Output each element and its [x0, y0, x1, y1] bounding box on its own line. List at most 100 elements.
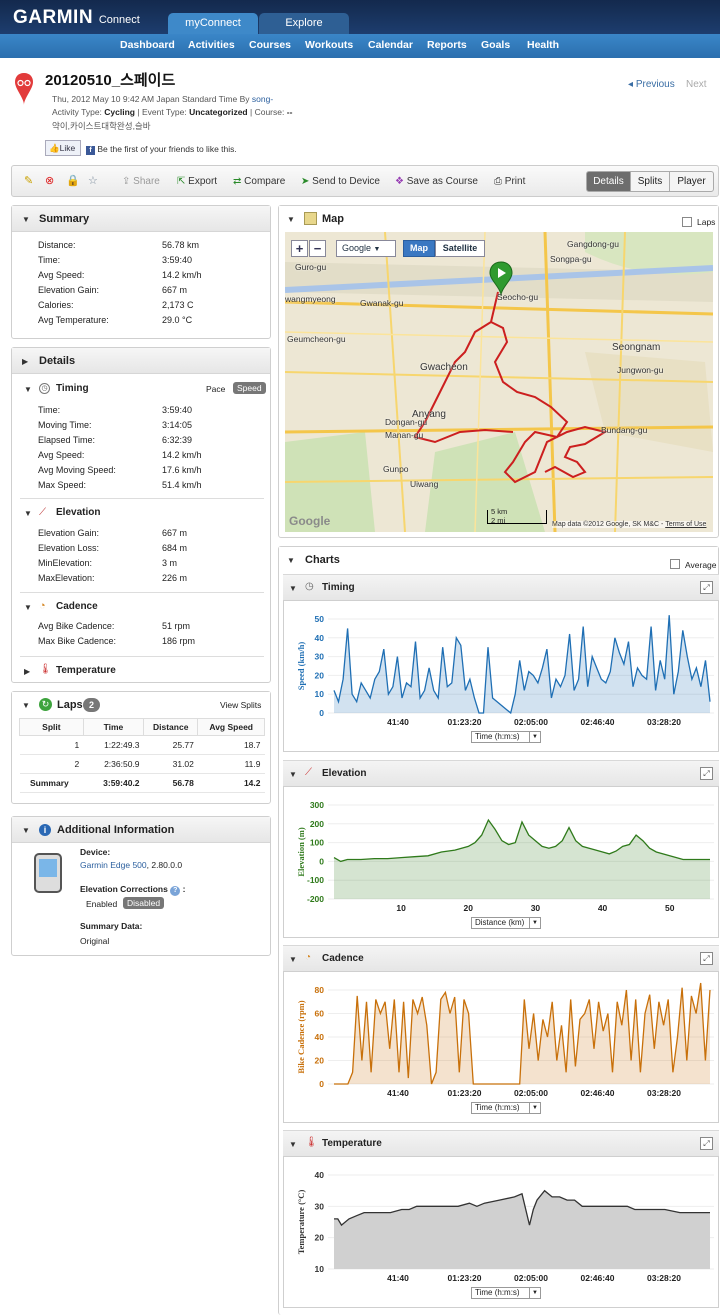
zoom-in-button[interactable]: + — [291, 240, 308, 257]
x-axis-select[interactable]: Distance (km) ▼ — [471, 917, 541, 929]
timing-collapse-icon[interactable]: ▼ — [24, 385, 32, 394]
stat-value: 684 m — [162, 543, 188, 553]
cadence-collapse-icon[interactable]: ▼ — [24, 603, 32, 612]
nav-calendar[interactable]: Calendar — [368, 39, 413, 51]
laps-checkbox[interactable] — [682, 217, 692, 227]
expand-icon[interactable]: ⤢ — [700, 1137, 713, 1150]
lock-icon[interactable]: 🔒 — [66, 175, 80, 187]
laps-header[interactable]: ▼ ↻ Laps 2 View Splits — [12, 692, 270, 718]
delete-icon[interactable]: ⊗ — [45, 175, 55, 187]
stat-value: 2,173 C — [162, 300, 194, 310]
speed-toggle[interactable]: Speed — [233, 382, 266, 394]
previous-link[interactable]: ◂ Previous — [628, 79, 675, 90]
route-map[interactable]: Gangdong-gu Songpa-gu Guro-gu Seocho-gu wang… — [285, 232, 713, 532]
view-splits-button[interactable]: Splits — [630, 171, 670, 192]
print-button[interactable]: ⎙ Print — [494, 176, 526, 187]
elev-corr-disabled[interactable]: Disabled — [123, 897, 165, 909]
stat-label: Moving Time: — [38, 420, 92, 430]
chart-header[interactable]: ▼ 🌡 Temperature ⤢ — [283, 1130, 719, 1156]
tab-myconnect[interactable]: myConnect — [168, 13, 258, 34]
garmin-logo[interactable]: GARMIN Connect — [13, 7, 140, 28]
additional-info-header[interactable]: ▼ i Additional Information — [12, 817, 270, 843]
laps-checkbox-label: Laps — [697, 217, 716, 227]
chart-elevation: ▼ ⟋ Elevation ⤢ -200 -100 0 100 200 300 Elevation … — [283, 760, 719, 946]
like-button[interactable]: 👍Like — [45, 140, 81, 156]
pace-toggle[interactable]: Pace — [206, 384, 226, 394]
activity-type[interactable]: Cycling — [104, 107, 135, 117]
export-button[interactable]: ⇱ Export — [177, 176, 218, 187]
edit-pencil-icon[interactable]: ✎ — [24, 175, 34, 187]
zoom-out-button[interactable]: − — [309, 240, 326, 257]
elev-corr-enabled[interactable]: Enabled — [86, 899, 118, 909]
expand-icon[interactable]: ⤢ — [700, 952, 713, 965]
send-to-device-button[interactable]: ➤ Send to Device — [301, 176, 380, 187]
map-header[interactable]: ▼ Map Laps — [279, 206, 718, 232]
table-row[interactable]: Summary 3:59:40.2 56.78 14.2 — [19, 773, 265, 793]
nav-reports[interactable]: Reports — [427, 39, 467, 51]
chart-header[interactable]: ▼ ◷ Timing ⤢ — [283, 574, 719, 600]
route-line — [413, 291, 608, 484]
map-type-map-button[interactable]: Map — [403, 240, 435, 257]
event-type[interactable]: Uncategorized — [189, 107, 248, 117]
map-type-satellite-button[interactable]: Satellite — [435, 240, 485, 257]
table-row[interactable]: 1 1:22:49.3 25.77 18.7 — [19, 735, 265, 755]
chart-header[interactable]: ▼ ⟋ Elevation ⤢ — [283, 760, 719, 786]
collapse-arrow-icon: ▼ — [22, 701, 30, 710]
collapse-arrow-icon: ▼ — [287, 215, 295, 224]
save-as-course-button[interactable]: ❖ Save as Course — [395, 176, 478, 187]
details-panel: ▶ Details ▼ ◷ Timing Pace Speed Time: 3:5… — [11, 347, 271, 683]
laps-column-header[interactable]: Split — [19, 718, 84, 736]
charts-header[interactable]: ▼ Charts Average — [279, 547, 718, 573]
series-line — [333, 615, 711, 715]
stat-label: Elevation Gain: — [38, 285, 100, 295]
course-value[interactable]: -- — [286, 107, 293, 117]
compare-button[interactable]: ⇄ Compare — [233, 176, 286, 187]
view-details-button[interactable]: Details — [586, 171, 631, 192]
nav-courses[interactable]: Courses — [249, 39, 292, 51]
laps-column-header[interactable]: Time — [82, 718, 145, 736]
nav-health[interactable]: Health — [527, 39, 560, 51]
chart-header[interactable]: ▼ ◔ Cadence ⤢ — [283, 945, 719, 971]
laps-table: Split Time Distance Avg Speed 1 1:22:49.3 25.… — [19, 718, 265, 793]
terms-link[interactable]: Terms of Use — [665, 521, 707, 528]
stat-label: Time: — [38, 255, 61, 265]
scale-km: 5 km — [491, 507, 508, 516]
user-link[interactable]: song- — [251, 94, 274, 104]
nav-workouts[interactable]: Workouts — [305, 39, 354, 51]
table-row[interactable]: 2 2:36:50.9 31.02 11.9 — [19, 754, 265, 774]
help-icon[interactable]: ? — [170, 886, 181, 896]
map-icon — [304, 212, 317, 225]
view-player-button[interactable]: Player — [669, 171, 714, 192]
average-checkbox[interactable] — [670, 559, 680, 569]
x-tick-label: 02:05:00 — [514, 717, 548, 727]
elevation-collapse-icon[interactable]: ▼ — [24, 509, 32, 518]
expand-icon[interactable]: ⤢ — [700, 767, 713, 780]
map-provider-select[interactable]: Google ▼ — [336, 240, 396, 257]
nav-goals[interactable]: Goals — [481, 39, 511, 51]
tab-explore[interactable]: Explore — [259, 13, 349, 34]
export-icon: ⇱ — [177, 176, 186, 187]
additional-info-panel: ▼ i Additional Information Device: Garmi… — [11, 816, 271, 956]
laps-column-header[interactable]: Avg Speed — [197, 718, 265, 736]
stat-value: 51 rpm — [162, 621, 191, 631]
laps-column-header[interactable]: Distance — [143, 718, 199, 736]
details-header[interactable]: ▶ Details — [12, 348, 270, 374]
x-axis-select[interactable]: Time (h:m:s) ▼ — [471, 1102, 541, 1114]
device-link[interactable]: Garmin Edge 500 — [80, 860, 147, 870]
activity-title[interactable]: 20120510_스페이드 — [45, 72, 176, 89]
x-axis-select[interactable]: Time (h:m:s) ▼ — [471, 731, 541, 743]
view-splits-link[interactable]: View Splits — [220, 700, 262, 710]
map-place-label: Jungwon-gu — [617, 365, 664, 375]
laps-refresh-icon: ↻ — [39, 698, 52, 711]
summary-header[interactable]: ▼ Summary — [12, 206, 270, 232]
expand-icon[interactable]: ⤢ — [700, 581, 713, 594]
nav-activities[interactable]: Activities — [188, 39, 235, 51]
favorite-star-icon[interactable]: ☆ — [88, 175, 98, 187]
share-button[interactable]: ⇪ Share — [122, 176, 160, 187]
nav-dashboard[interactable]: Dashboard — [120, 39, 175, 51]
temperature-expand-icon[interactable]: ▶ — [24, 667, 31, 676]
next-link[interactable]: Next — [686, 79, 707, 90]
x-axis-select[interactable]: Time (h:m:s) ▼ — [471, 1287, 541, 1299]
series-area — [334, 820, 710, 899]
clock-icon: ◷ — [305, 581, 314, 592]
